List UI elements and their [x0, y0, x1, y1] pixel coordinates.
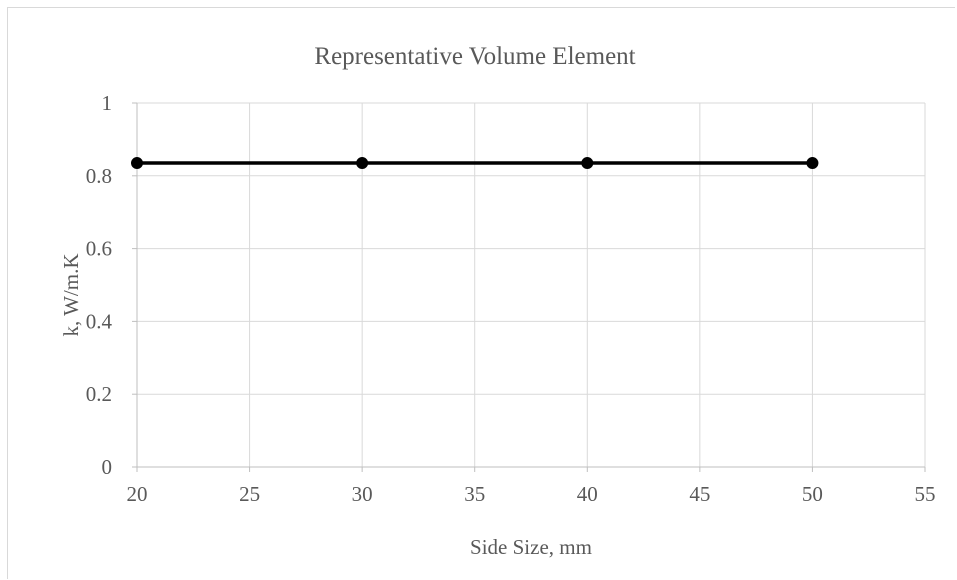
- data-series: [131, 157, 819, 170]
- gridlines: [137, 102, 926, 467]
- x-tick-label: 30: [352, 482, 373, 506]
- x-tick-label: 35: [464, 482, 485, 506]
- y-tick-label: 1: [102, 91, 113, 115]
- x-tick-label: 55: [915, 482, 936, 506]
- data-point: [581, 157, 594, 170]
- x-tick-label: 40: [577, 482, 598, 506]
- tick-labels: 20 25 30 35 40 45 50 55 0 0.2 0.4 0.6 0.8 1: [86, 91, 936, 506]
- x-tick-label: 45: [689, 482, 710, 506]
- y-tick-label: 0.6: [86, 237, 112, 261]
- y-tick-label: 0: [102, 455, 113, 479]
- x-tick-label: 25: [239, 482, 260, 506]
- data-point: [356, 157, 369, 170]
- data-point: [806, 157, 819, 170]
- y-tick-label: 0.8: [86, 164, 112, 188]
- x-tick-label: 20: [127, 482, 148, 506]
- chart-area: Representative Volume Element 20 25 30 35 40…: [7, 7, 955, 579]
- x-axis-title: Side Size, mm: [470, 535, 592, 559]
- axes: [132, 102, 926, 472]
- y-tick-label: 0.2: [86, 382, 112, 406]
- data-point: [131, 157, 143, 170]
- y-tick-label: 0.4: [86, 309, 113, 333]
- chart-title: Representative Volume Element: [314, 43, 635, 70]
- chart: Representative Volume Element 20 25 30 35 40…: [59, 43, 936, 559]
- y-axis-title: k, W/m.K: [59, 253, 83, 336]
- x-tick-label: 50: [802, 482, 823, 506]
